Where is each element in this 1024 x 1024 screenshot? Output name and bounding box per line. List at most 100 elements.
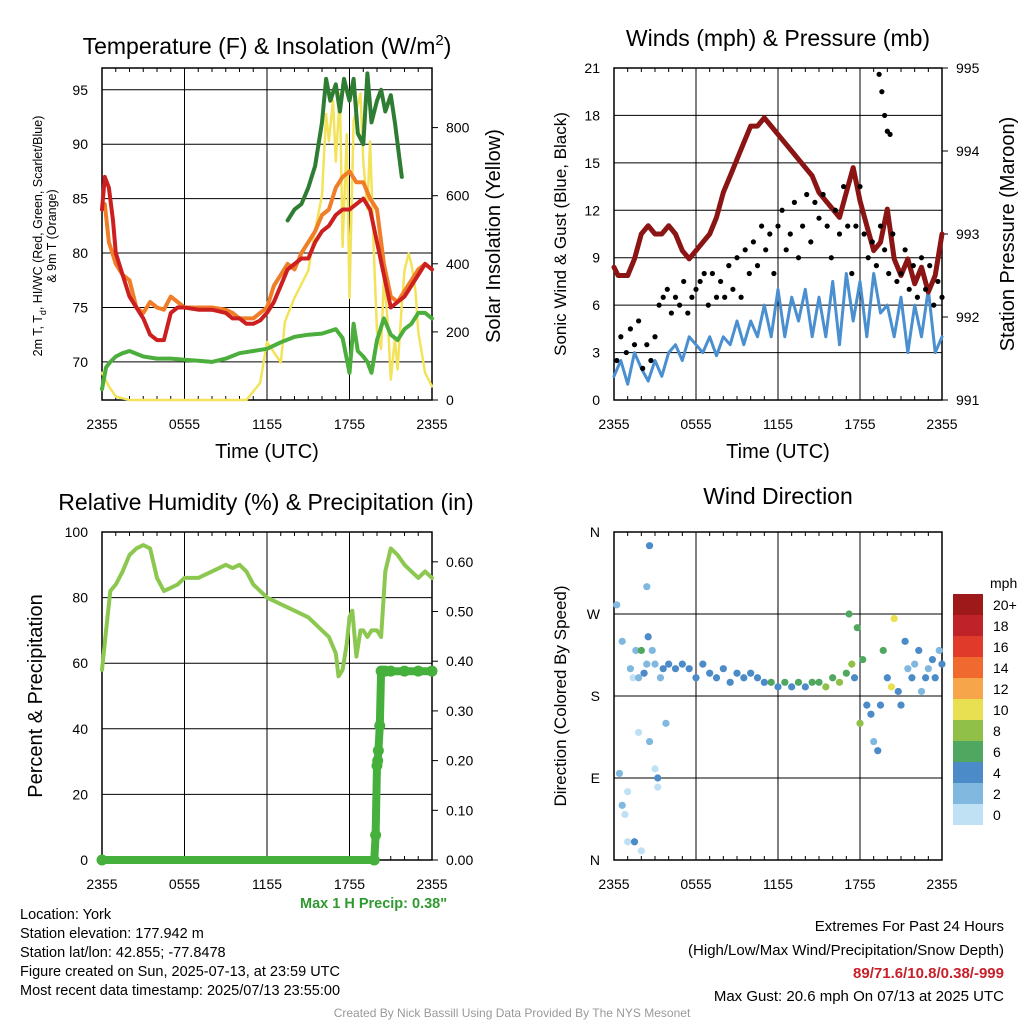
colorbar-swatch [953, 783, 983, 804]
y-tick-label: 100 [65, 524, 89, 540]
chart-title: Winds (mph) & Pressure (mb) [626, 25, 930, 51]
x-tick-label: 1155 [763, 416, 793, 432]
station-latlon: Station lat/lon: 42.855; -77.8478 [20, 945, 226, 961]
gust-point [750, 239, 757, 245]
x-tick-label: 2355 [416, 416, 447, 432]
title-superscript: 2 [435, 32, 443, 49]
plot-frame [101, 67, 433, 401]
gust-point [931, 302, 937, 308]
direction-point [659, 665, 667, 673]
direction-point [685, 665, 693, 673]
x-tick-label: 1755 [844, 876, 875, 892]
series-heat_index [285, 71, 404, 223]
y2-tick-label: 600 [446, 188, 470, 204]
direction-point [822, 683, 830, 691]
series-rh [100, 543, 434, 679]
gust-point [890, 231, 896, 237]
colorbar-swatch [953, 594, 983, 615]
gust-point [877, 223, 884, 229]
x-tick-label: 1755 [844, 416, 875, 432]
gust-point [820, 191, 826, 198]
x-tick-label: 2355 [598, 416, 629, 432]
colorbar-label: 8 [993, 723, 1001, 739]
y2-tick-label: 993 [956, 226, 980, 242]
direction-point [747, 669, 755, 677]
direction-point [815, 678, 823, 686]
y-tick-label: 12 [584, 202, 600, 218]
gust-point [660, 294, 666, 300]
chart-title: Relative Humidity (%) & Precipitation (i… [58, 489, 473, 515]
colorbar-label: 14 [993, 660, 1009, 676]
gust-point [689, 294, 695, 300]
direction-point [801, 683, 809, 691]
direction-point [624, 838, 632, 846]
direction-point [928, 655, 937, 664]
gust-point [804, 191, 810, 198]
gust-point [742, 247, 748, 253]
direction-point [648, 646, 656, 655]
direction-point [908, 674, 916, 682]
direction-point [845, 610, 853, 618]
direction-point [654, 783, 662, 791]
gust-point [935, 278, 941, 285]
gust-point [865, 255, 871, 261]
gust-point [775, 223, 781, 229]
y-tick-label: 75 [72, 299, 88, 315]
gust-point [828, 255, 834, 261]
chart-title: Wind Direction [703, 483, 853, 509]
gust-point [668, 310, 675, 316]
direction-point [848, 660, 856, 668]
series-t9m [100, 169, 434, 321]
colorbar-swatch [953, 741, 983, 762]
precip-point [372, 745, 384, 757]
y2-tick-label: 800 [446, 120, 470, 136]
y-tick-label: 60 [72, 655, 88, 671]
precip-point [368, 854, 380, 866]
y-tick-label: 40 [72, 721, 88, 737]
direction-point [870, 737, 878, 746]
gust-point [923, 286, 929, 292]
direction-point [726, 678, 734, 686]
panel-humidity: 2355 0555 1155 1755 2355 0 20 40 60 80 100 0.00 0.10… [25, 489, 474, 892]
direction-point [637, 646, 645, 655]
gust-point [861, 231, 867, 237]
direction-point [879, 646, 887, 655]
colorbar-label: 20+ [993, 597, 1017, 613]
y2-tick-label: 994 [956, 143, 980, 159]
y-label-subscript: d [38, 310, 48, 315]
gust-point [832, 207, 839, 213]
gust-point [795, 255, 802, 261]
y2-tick-label: 0.00 [446, 852, 473, 868]
direction-point [662, 719, 670, 727]
gust-point [902, 247, 908, 253]
direction-point [644, 633, 652, 641]
y-label-part: , HI/WC (Red, Green, Scarlet/Blue) [31, 116, 45, 311]
y2-tick-label: 992 [956, 309, 980, 325]
figure-created: Figure created on Sun, 2025-07-13, at 23… [20, 964, 340, 980]
gust-point [886, 270, 892, 277]
gust-point [644, 342, 650, 348]
direction-point [901, 637, 909, 645]
y2-tick-label: 0.20 [446, 753, 473, 769]
direction-point [850, 674, 859, 682]
precip-point [370, 829, 382, 841]
direction-point [931, 674, 939, 682]
precip-point [426, 665, 438, 677]
direction-point [829, 674, 837, 682]
colorbar-label: 6 [993, 744, 1001, 760]
y-tick-label: S [591, 688, 600, 704]
direction-point [733, 669, 741, 677]
gust-point [681, 278, 687, 285]
precip-point [399, 665, 410, 677]
gust-point [652, 334, 658, 340]
direction-point [719, 665, 727, 673]
y-tick-label: 95 [72, 82, 88, 98]
direction-point [692, 674, 700, 682]
y2-tick-label: 0.30 [446, 703, 473, 719]
gust-point [800, 223, 806, 229]
direction-point [699, 660, 707, 668]
y-axis-label: Direction (Colored By Speed) [551, 585, 570, 806]
gust-point [894, 278, 900, 285]
y-tick-label: 20 [72, 786, 88, 802]
colorbar-label: 12 [993, 681, 1009, 697]
